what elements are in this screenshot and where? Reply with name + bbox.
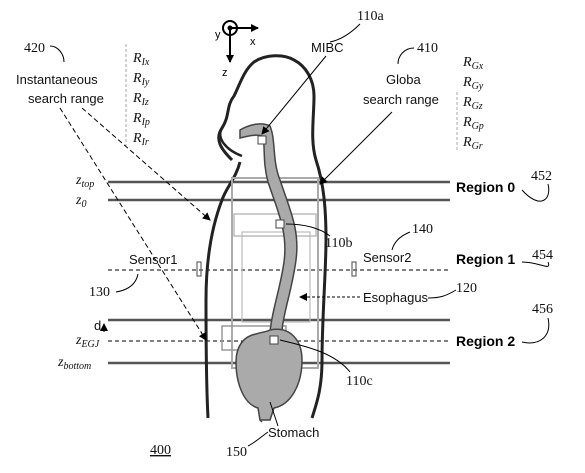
body-outline-front [217, 54, 328, 419]
level-z-top: ztop [75, 173, 94, 190]
global-label-line1: Globa [386, 72, 421, 87]
leader-456 [521, 317, 550, 344]
instant-dash-to-region2 [59, 107, 207, 341]
instant-label-line2: search range [28, 91, 104, 106]
instant-r-iz: RIz [132, 91, 149, 108]
instant-dash-to-region0 [81, 107, 211, 221]
instant-label-line1: Instantaneous [16, 72, 98, 87]
body-outline-back [204, 161, 242, 419]
ref-456: 456 [532, 302, 553, 317]
region-1-label: Region 1 [456, 251, 515, 267]
capsule-110c [269, 335, 279, 345]
global-r-gr: RGr [462, 135, 483, 152]
axis-z-label: z [222, 67, 228, 79]
capsule-110a [257, 135, 267, 145]
leader-410 [397, 47, 415, 65]
esophagus-tube [239, 123, 298, 333]
leader-110b [285, 223, 331, 237]
region-2-label: Region 2 [456, 333, 515, 349]
instant-r-iy: RIy [132, 71, 150, 88]
ref-454: 454 [532, 248, 553, 263]
ref-110a: 110a [357, 9, 384, 24]
leader-130 [115, 273, 139, 293]
sensor1-marker [196, 261, 202, 277]
global-r-gz: RGz [462, 95, 483, 112]
region-0-label: Region 0 [456, 179, 515, 195]
leader-150 [247, 431, 269, 447]
leader-110c [279, 339, 351, 373]
label-mibc: MIBC [311, 40, 344, 55]
level-z-bottom: zbottom [57, 355, 91, 372]
leader-140 [391, 231, 411, 251]
figure-number: 400 [150, 443, 171, 458]
leader-452 [521, 183, 550, 202]
instant-box-region0 [233, 213, 317, 237]
sensor2-marker [351, 261, 357, 277]
stomach-shape [235, 328, 303, 421]
ref-110c: 110c [346, 374, 373, 389]
body-chin [219, 127, 243, 158]
ref-130: 130 [89, 285, 110, 300]
instant-r-ip: RIp [132, 111, 150, 128]
ref-410: 410 [417, 41, 438, 56]
global-r-gp: RGp [462, 115, 484, 132]
label-sensor2: Sensor2 [363, 250, 411, 265]
ref-150: 150 [226, 445, 247, 460]
leader-mibc [261, 55, 327, 135]
leader-global-box [319, 111, 393, 185]
ref-140: 140 [412, 222, 433, 237]
level-z-0: z0 [75, 193, 86, 210]
axis-x-label: x [250, 36, 256, 48]
duodenum-left [259, 419, 263, 423]
global-r-gx: RGx [462, 55, 484, 72]
leader-454 [521, 261, 550, 267]
ref-420: 420 [24, 41, 45, 56]
instant-r-ix: RIx [132, 51, 150, 68]
label-sensor1: Sensor1 [129, 252, 177, 267]
leader-420 [49, 45, 65, 63]
label-d: d [94, 318, 101, 333]
ref-110b: 110b [325, 236, 352, 251]
leader-120 [427, 289, 457, 299]
leader-110a [329, 23, 361, 43]
global-r-gy: RGy [462, 75, 484, 92]
label-stomach: Stomach [268, 425, 319, 440]
label-esophagus: Esophagus [363, 290, 429, 305]
instant-r-ir: RIr [132, 131, 149, 148]
ref-452: 452 [531, 169, 552, 184]
capsule-110b [275, 219, 285, 229]
level-z-egj: zEGJ [75, 333, 100, 350]
axis-y-label: y [215, 29, 221, 41]
leader-stomach [269, 401, 279, 427]
global-label-line2: search range [363, 92, 439, 107]
ref-120: 120 [456, 281, 477, 296]
